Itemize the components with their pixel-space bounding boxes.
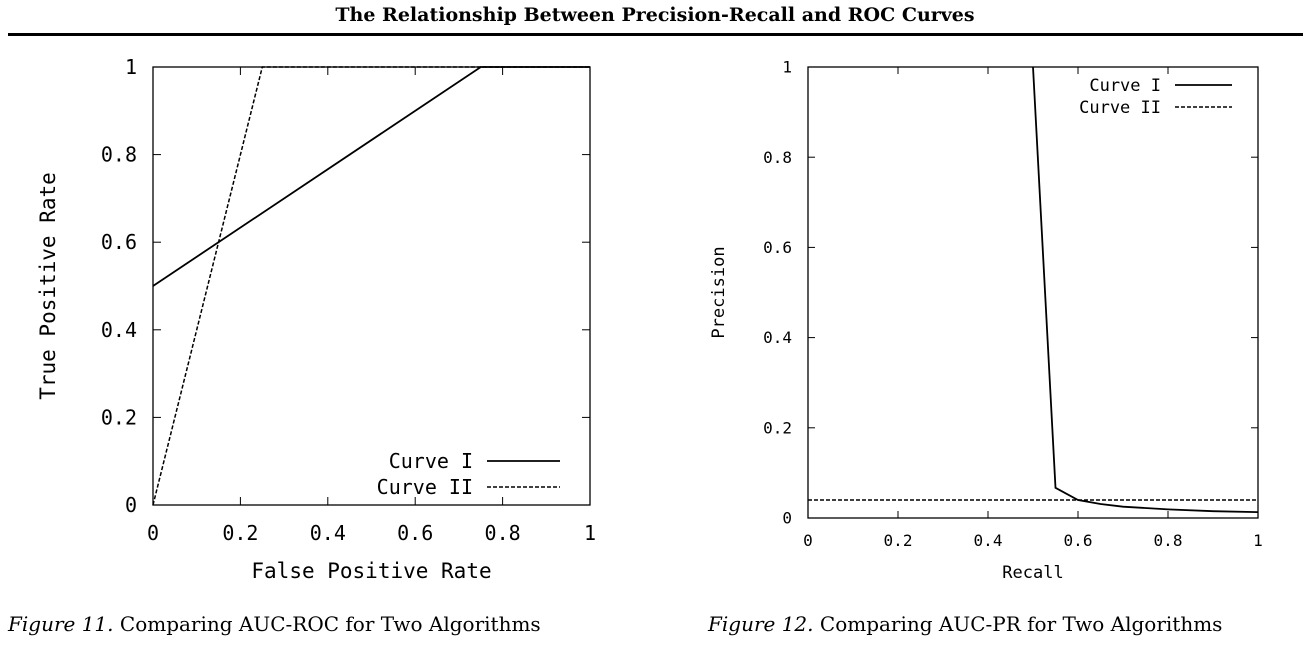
x-tick-label: 0 (803, 531, 813, 550)
roc-chart: 0 0.2 0.4 0.6 0.8 1 0 0.2 0.4 0.6 0.8 1 False Positi… (36, 55, 596, 583)
legend-label-1: Curve I (1089, 76, 1161, 96)
x-tick-label: 0.6 (397, 521, 433, 545)
legend-label-1: Curve I (389, 449, 473, 473)
caption-figure-12-label: Figure 12. (708, 612, 814, 636)
y-tick-label: 0.2 (101, 405, 137, 429)
caption-figure-11: Figure 11. Comparing AUC-ROC for Two Alg… (8, 612, 541, 636)
plot-frame (807, 66, 1259, 519)
y-tick-label: 0.8 (763, 148, 792, 167)
caption-figure-11-label: Figure 11. (8, 612, 114, 636)
x-tick-label: 0.6 (1064, 531, 1093, 550)
y-tick-label: 0.2 (763, 418, 792, 437)
x-tick-label: 0.2 (884, 531, 913, 550)
x-tick-label: 1 (1253, 531, 1263, 550)
x-axis-label: False Positive Rate (251, 559, 491, 583)
y-tick-label: 0 (125, 493, 137, 517)
y-axis-label: True Positive Rate (36, 172, 60, 400)
y-tick-label: 0 (782, 509, 792, 528)
caption-figure-12: Figure 12. Comparing AUC-PR for Two Algo… (708, 612, 1222, 636)
legend-label-2: Curve II (377, 475, 473, 499)
header-rule (8, 33, 1303, 36)
x-tick-label: 0 (147, 521, 159, 545)
legend-label-2: Curve II (1079, 98, 1161, 118)
caption-figure-12-text: Comparing AUC-PR for Two Algorithms (813, 612, 1223, 636)
y-tick-label: 0.8 (101, 143, 137, 167)
x-tick-label: 0.4 (310, 521, 346, 545)
x-tick-label: 0.2 (222, 521, 258, 545)
page-title: The Relationship Between Precision-Recal… (335, 4, 975, 26)
plot-frame (152, 66, 591, 506)
x-tick-label: 1 (584, 521, 596, 545)
y-tick-label: 0.4 (101, 318, 137, 342)
series-line-1 (152, 66, 590, 287)
y-tick-label: 0.6 (101, 230, 137, 254)
x-axis-label: Recall (1002, 563, 1063, 583)
pr-chart: 0 0.2 0.4 0.6 0.8 1 0 0.2 0.4 0.6 0.8 1 Recall Precis… (709, 58, 1263, 583)
x-tick-label: 0.8 (1154, 531, 1183, 550)
y-tick-label: 0.4 (763, 328, 792, 347)
y-tick-label: 1 (782, 58, 792, 77)
series-line-2 (152, 66, 590, 506)
x-tick-label: 0.4 (974, 531, 1003, 550)
y-tick-label: 0.6 (763, 238, 792, 257)
y-tick-label: 1 (125, 55, 137, 79)
caption-figure-11-text: Comparing AUC-ROC for Two Algorithms (113, 612, 541, 636)
series-line-1 (1032, 66, 1259, 513)
y-axis-label: Precision (709, 246, 729, 338)
x-tick-label: 0.8 (485, 521, 521, 545)
